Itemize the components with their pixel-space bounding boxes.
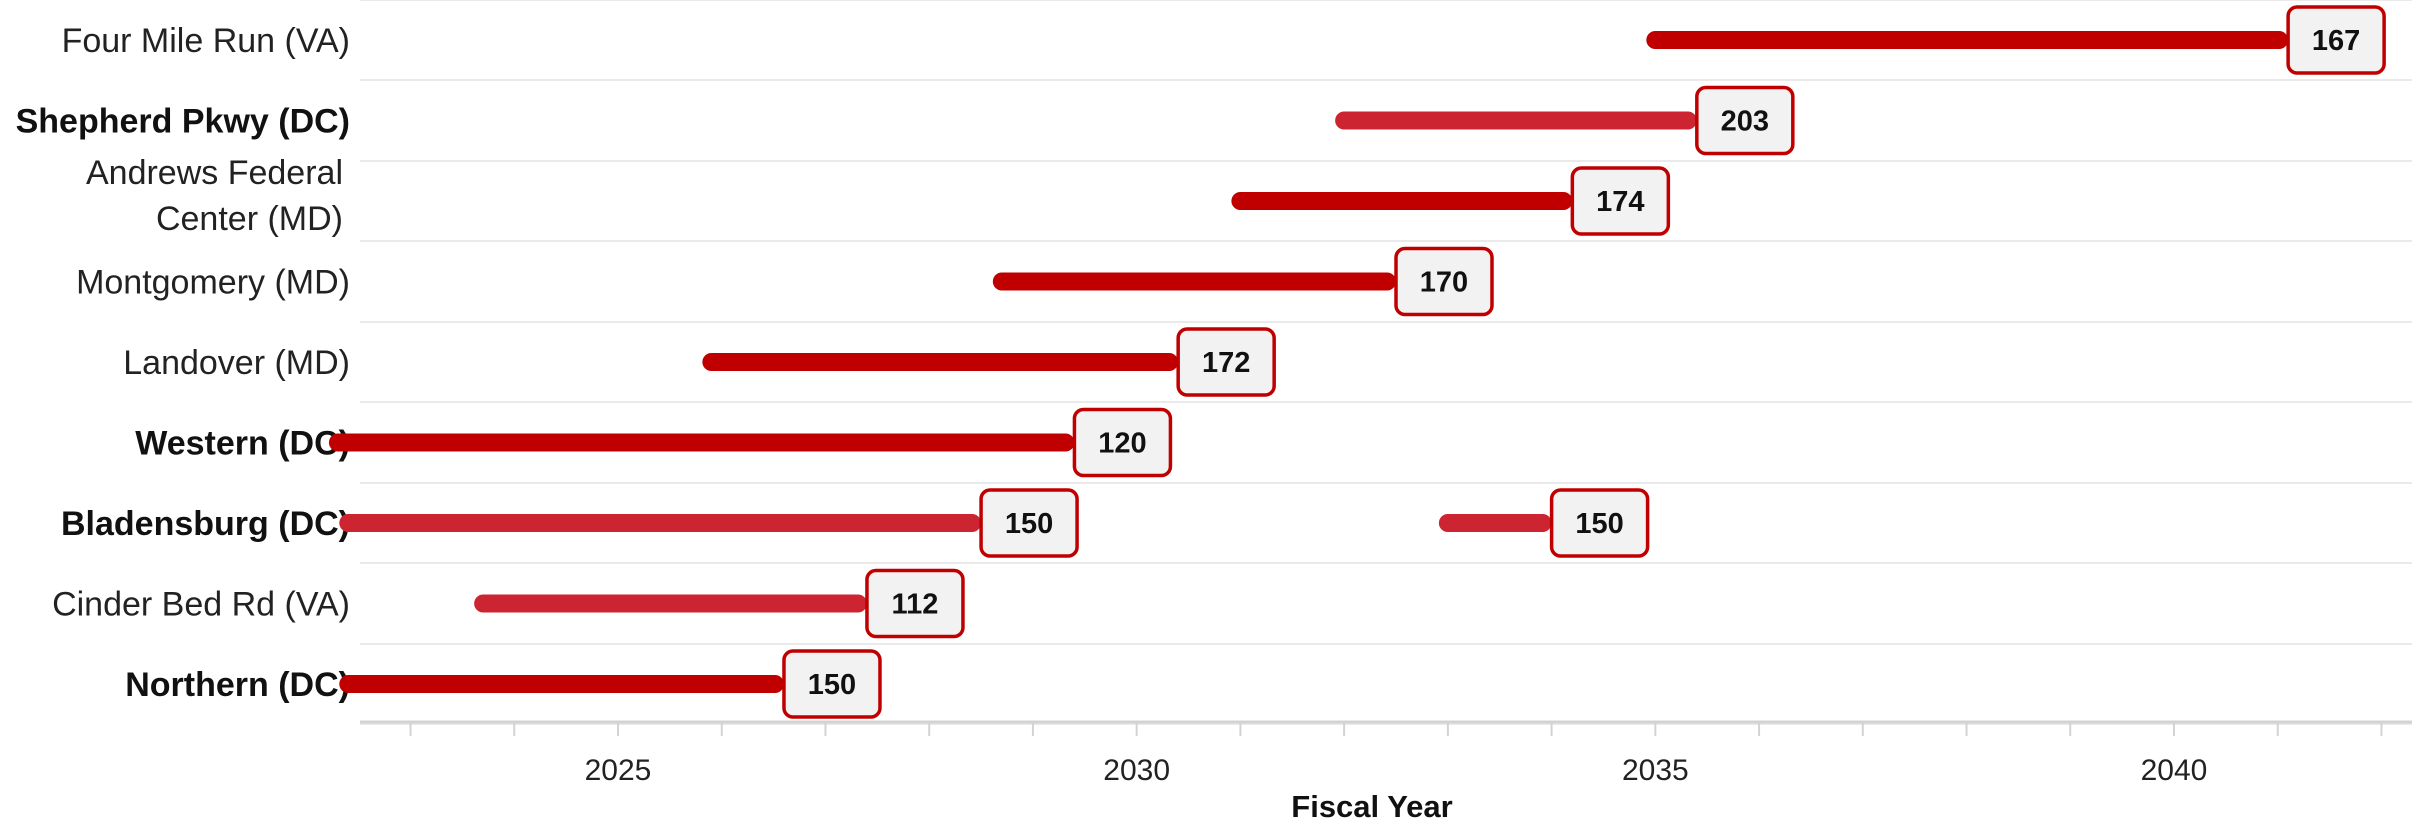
value-box: [1394, 246, 1494, 317]
range-bar: [474, 594, 867, 613]
value-box: [865, 568, 965, 639]
value-box: [1549, 488, 1650, 558]
value-label: 120: [1098, 428, 1146, 460]
row-label: Bladensburg (DC): [61, 505, 350, 543]
row-label: Northern (DC): [125, 666, 350, 704]
value-label: 150: [808, 669, 856, 701]
range-bar: [328, 433, 1075, 452]
value-box: [1072, 407, 1173, 478]
value-label: 172: [1202, 347, 1250, 379]
range-bar: [1231, 192, 1573, 210]
range-bar: [1646, 31, 2289, 49]
value-box: [1570, 166, 1671, 236]
row-label: Four Mile Run (VA): [62, 22, 350, 60]
value-label: 167: [2312, 25, 2360, 57]
value-box: [979, 488, 1079, 558]
value-label: 170: [1420, 267, 1468, 299]
x-tick-label: 2035: [1622, 754, 1689, 787]
value-label: 174: [1596, 186, 1644, 218]
range-bar: [339, 514, 982, 532]
x-tick-label: 2025: [585, 754, 652, 787]
range-bars: 167 203 174 170 172 120 150 150 112 150: [328, 5, 2386, 719]
range-bar: [1438, 514, 1552, 532]
range-bar: [992, 272, 1396, 291]
x-axis: 2025 2030 2035 2040: [360, 720, 2412, 787]
range-bar: [1335, 111, 1697, 130]
row-label: Landover (MD): [123, 344, 350, 382]
row-label: Shepherd Pkwy (DC): [16, 103, 350, 141]
x-tick-label: 2030: [1103, 754, 1170, 787]
value-box: [1695, 85, 1795, 156]
range-bar: [702, 353, 1179, 371]
value-label: 203: [1721, 106, 1769, 138]
value-label: 112: [892, 589, 939, 621]
value-label: 150: [1005, 508, 1053, 540]
x-axis-title: Fiscal Year: [1291, 789, 1452, 824]
value-box: [2286, 5, 2386, 75]
range-bar: [339, 675, 784, 693]
row-label: Cinder Bed Rd (VA): [52, 586, 350, 624]
row-label: Andrews Federal Center (MD): [86, 154, 343, 238]
row-label: Montgomery (MD): [76, 264, 350, 302]
value-box: [782, 649, 882, 719]
row-label: Western (DC): [135, 425, 350, 463]
row-labels: Four Mile Run (VA) Shepherd Pkwy (DC) Andr…: [16, 22, 350, 704]
gridlines: [360, 0, 2412, 725]
value-box: [1176, 327, 1276, 397]
value-label: 150: [1575, 508, 1623, 540]
x-tick-label: 2040: [2141, 754, 2208, 787]
